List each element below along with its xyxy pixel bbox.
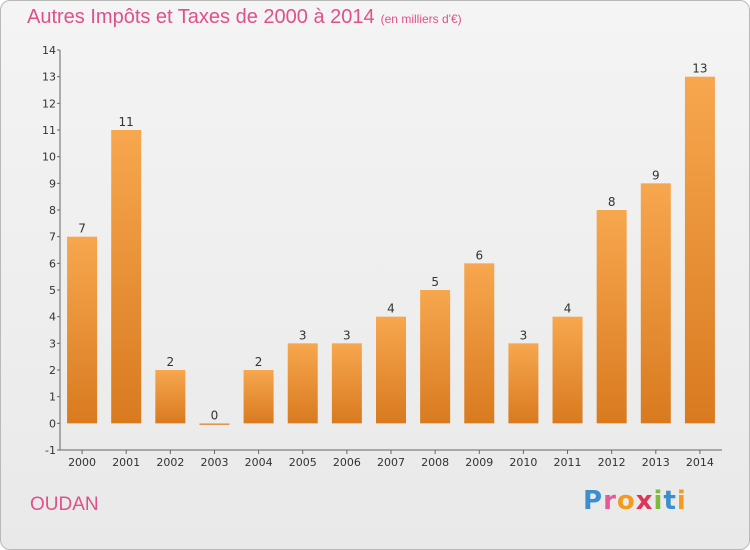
bar — [67, 236, 98, 424]
x-tick-label: 2006 — [333, 456, 361, 469]
y-tick-label: 9 — [49, 177, 56, 190]
x-tick-label: 2008 — [421, 456, 449, 469]
x-tick-label: 2004 — [245, 456, 273, 469]
bar — [376, 316, 406, 424]
data-label: 2 — [167, 355, 175, 369]
y-tick-label: -1 — [45, 444, 56, 457]
bar — [199, 423, 230, 425]
y-tick-label: 4 — [49, 311, 56, 324]
bar — [552, 316, 583, 424]
x-tick-label: 2001 — [112, 456, 140, 469]
y-tick-label: 11 — [42, 124, 56, 137]
x-tick-label: 2013 — [642, 456, 670, 469]
y-tick-label: 3 — [49, 337, 56, 350]
bar — [331, 343, 362, 424]
data-label: 3 — [343, 328, 351, 342]
x-tick-label: 2002 — [156, 456, 184, 469]
data-label: 13 — [692, 62, 707, 76]
bar — [155, 370, 186, 424]
bar — [111, 130, 142, 424]
y-tick-label: 0 — [49, 417, 56, 430]
city-name: OUDAN — [30, 494, 99, 515]
y-tick-label: 14 — [42, 44, 56, 57]
x-tick-label: 2011 — [554, 456, 582, 469]
x-tick-label: 2003 — [200, 456, 228, 469]
x-tick-label: 2009 — [465, 456, 493, 469]
y-tick-label: 1 — [49, 391, 56, 404]
data-label: 11 — [119, 115, 134, 129]
y-tick-label: 7 — [49, 231, 56, 244]
x-tick-label: 2010 — [509, 456, 537, 469]
data-label: 4 — [387, 302, 395, 316]
x-tick-label: 2000 — [68, 456, 96, 469]
bar — [640, 183, 671, 424]
y-tick-label: 2 — [49, 364, 56, 377]
bar — [508, 343, 539, 424]
bar — [420, 290, 451, 424]
x-tick-label: 2012 — [598, 456, 626, 469]
y-tick-label: 13 — [42, 71, 56, 84]
bar — [464, 263, 495, 424]
proxiti-logo: Proxiti — [583, 486, 687, 516]
chart-title-text: Autres Impôts et Taxes de 2000 à 2014 — [27, 6, 375, 28]
data-label: 5 — [431, 275, 439, 289]
data-label: 2 — [255, 355, 263, 369]
x-tick-label: 2007 — [377, 456, 405, 469]
bar — [243, 370, 274, 424]
data-label: 9 — [652, 168, 660, 182]
data-label: 7 — [78, 222, 86, 236]
y-tick-label: 8 — [49, 204, 56, 217]
data-label: 8 — [608, 195, 616, 209]
data-label: 3 — [520, 328, 528, 342]
data-label: 6 — [475, 248, 483, 262]
bar — [596, 210, 627, 424]
y-tick-label: 10 — [42, 151, 56, 164]
data-label: 0 — [211, 408, 219, 422]
data-label: 3 — [299, 328, 307, 342]
chart-unit: (en milliers d'€) — [380, 12, 462, 26]
chart-title: Autres Impôts et Taxes de 2000 à 2014 (en… — [27, 6, 462, 29]
y-tick-label: 6 — [49, 257, 56, 270]
bar — [684, 76, 715, 424]
y-tick-label: 12 — [42, 97, 56, 110]
data-label: 4 — [564, 302, 572, 316]
bar — [287, 343, 318, 424]
y-tick-label: 5 — [49, 284, 56, 297]
x-tick-label: 2014 — [686, 456, 714, 469]
x-tick-label: 2005 — [289, 456, 317, 469]
